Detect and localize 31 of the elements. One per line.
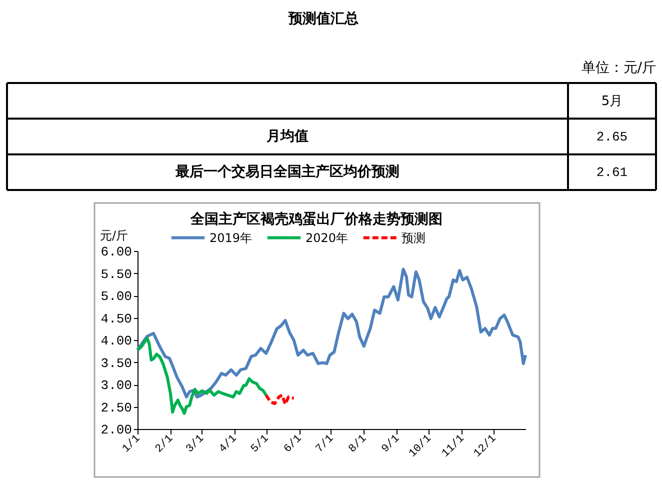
chart-title: 全国主产区褐壳鸡蛋出厂价格走势预测图 bbox=[190, 210, 442, 228]
y-tick-label: 5.00 bbox=[100, 289, 132, 304]
category-label: 最后一个交易日全国主产区均价预测 bbox=[174, 163, 400, 180]
y-tick-label: 4.50 bbox=[100, 311, 132, 326]
x-tick-label: 5/1 bbox=[249, 432, 272, 456]
data-label: 2.65 bbox=[596, 130, 628, 144]
y-tick-label: 3.50 bbox=[100, 356, 132, 371]
x-tick-label: 8/1 bbox=[346, 432, 370, 456]
line-series bbox=[264, 394, 296, 406]
data-label: 2.61 bbox=[596, 165, 628, 180]
x-tick-label: 3/1 bbox=[184, 432, 208, 456]
x-tick-label: 4/1 bbox=[217, 432, 240, 456]
category-label: 月均值 bbox=[266, 128, 308, 144]
y-tick-label: 5.50 bbox=[100, 266, 132, 282]
y-tick-label: 3.00 bbox=[100, 378, 132, 393]
legend-label: 预测 bbox=[402, 230, 426, 245]
text: 5月 bbox=[601, 94, 623, 109]
x-tick-label: 2/1 bbox=[153, 432, 176, 456]
line-series bbox=[136, 336, 268, 415]
x-tick-label: 7/1 bbox=[314, 432, 337, 456]
legend-label: 2020年 bbox=[306, 230, 348, 245]
line-series bbox=[136, 268, 527, 398]
y-tick-label: 4.00 bbox=[100, 334, 132, 348]
x-tick-label: 9/1 bbox=[380, 432, 403, 456]
y-axis-title: 元/斤 bbox=[100, 228, 128, 242]
x-tick-label: 6/1 bbox=[282, 432, 305, 456]
y-tick-label: 6.00 bbox=[100, 244, 132, 260]
y-tick-label: 2.50 bbox=[100, 400, 132, 416]
legend-label: 2019年 bbox=[210, 230, 252, 245]
text: 预测值汇总 bbox=[288, 11, 358, 27]
text: 单位：元/斤 bbox=[581, 60, 656, 76]
